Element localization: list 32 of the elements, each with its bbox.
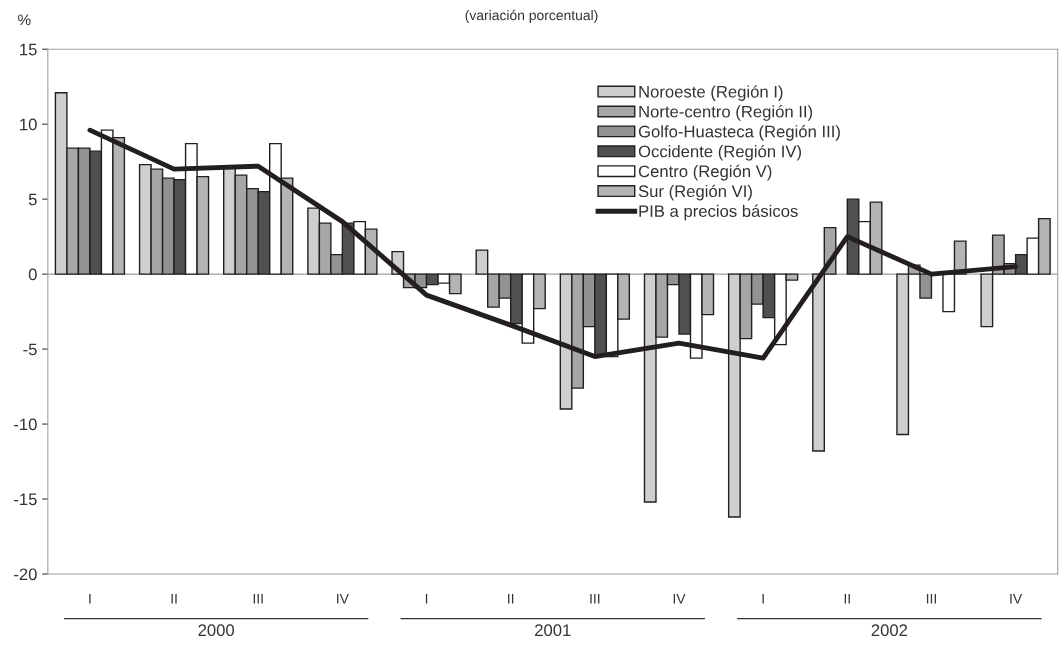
- y-tick-label: -15: [14, 493, 37, 506]
- x-tick-label: III: [253, 593, 263, 604]
- legend-label: Noroeste (Región I): [639, 85, 783, 101]
- legend-label: Centro (Región V): [638, 164, 772, 181]
- legend-label: Occidente (Región IV): [638, 144, 801, 161]
- x-tick-label: III: [926, 593, 936, 604]
- y-axis-title: %: [18, 14, 31, 26]
- text: 2000: [198, 624, 235, 637]
- x-tick-label: I: [89, 593, 91, 604]
- x-tick-label: IV: [337, 593, 349, 604]
- y-tick-label: 0: [28, 268, 37, 281]
- y-tick-label: 10: [20, 118, 37, 131]
- x-tick-label: II: [508, 593, 514, 604]
- legend-label: PIB a precios básicos: [639, 204, 798, 221]
- y-tick-label: -20: [14, 568, 37, 581]
- x-tick-label: II: [844, 593, 850, 604]
- x-tick-label: III: [590, 593, 600, 604]
- x-tick-label: I: [425, 593, 428, 604]
- y-tick-label: 5: [28, 193, 37, 206]
- x-tick-label: I: [762, 593, 764, 604]
- y-tick-label: 15: [20, 43, 37, 56]
- text: 2001: [535, 624, 571, 637]
- legend-label: Golfo-Huasteca (Región III): [638, 124, 840, 141]
- x-tick-label: IV: [1010, 593, 1023, 604]
- x-tick-label: IV: [673, 593, 686, 604]
- chart-subtitle: (variación porcentual): [465, 9, 598, 23]
- text: 2002: [871, 624, 908, 637]
- y-tick-label: -10: [14, 418, 37, 431]
- legend-label: Norte-centro (Región II): [639, 105, 813, 121]
- legend-label: Sur (Región VI): [638, 184, 752, 201]
- x-tick-label: II: [171, 593, 177, 604]
- y-tick-label: -5: [23, 343, 37, 356]
